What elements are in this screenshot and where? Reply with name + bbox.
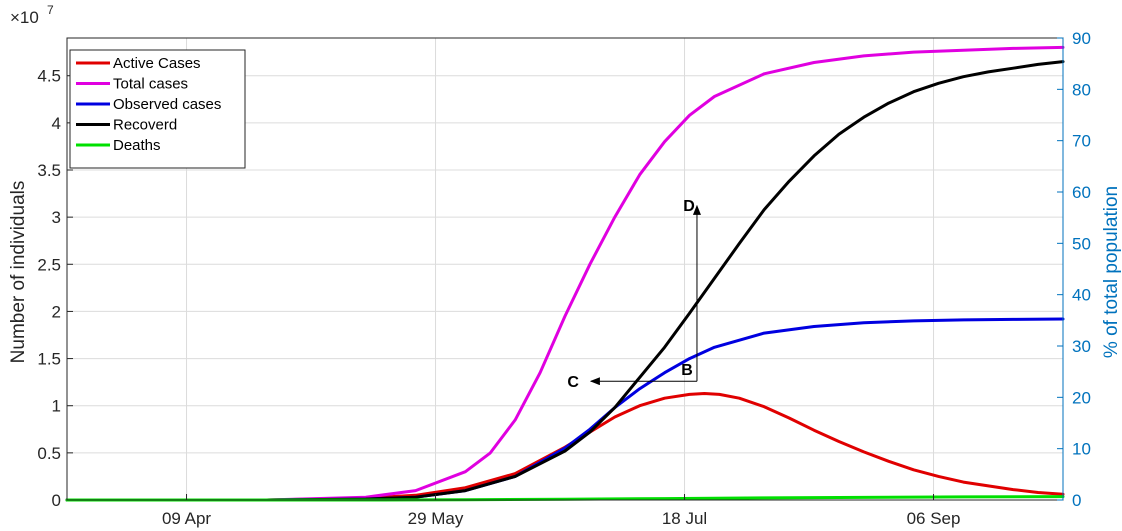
legend-label-deaths: Deaths <box>113 137 161 154</box>
series-line-recoverd <box>65 60 1065 502</box>
annotation-label-c: C <box>567 374 579 391</box>
annotation-layer: B C D <box>567 198 701 391</box>
y-tick-label: 0 <box>52 491 61 510</box>
annotation-label-b: B <box>681 362 693 379</box>
y2-tick-label: 80 <box>1072 80 1091 99</box>
y2-tick-label: 60 <box>1072 183 1091 202</box>
y-tick-label: 2.5 <box>37 255 61 274</box>
y2-tick-label: 10 <box>1072 440 1091 459</box>
y-tick-label: 3.5 <box>37 161 61 180</box>
y-exponent-power: 7 <box>47 3 54 17</box>
legend-label-total-cases: Total cases <box>113 76 188 93</box>
y2-tick-label: 30 <box>1072 337 1091 356</box>
legend-box <box>69 49 246 169</box>
left-y-axis: 0 0.5 1 1.5 2 2.5 3 3.5 4 4.5 <box>37 67 73 510</box>
y2-tick-label: 50 <box>1072 234 1091 253</box>
y-tick-label: 0.5 <box>37 444 61 463</box>
legend: Active Cases Total cases Observed cases Rec… <box>69 49 246 169</box>
right-y-axis: 0 10 20 30 40 50 60 70 80 90 <box>1057 29 1091 510</box>
y-tick-label: 1 <box>52 397 61 416</box>
y2-tick-label: 0 <box>1072 491 1081 510</box>
y2-tick-label: 90 <box>1072 29 1091 48</box>
y2-tick-label: 70 <box>1072 132 1091 151</box>
series-line-total-cases <box>65 45 1065 502</box>
y-tick-label: 2 <box>52 302 61 321</box>
annotation-label-d: D <box>683 198 695 215</box>
series-line-deaths <box>65 495 1065 502</box>
x-axis: 09 Apr 29 May 18 Jul 06 Sep <box>162 494 961 528</box>
x-tick-label: 29 May <box>408 509 464 528</box>
y-tick-label: 4.5 <box>37 67 61 86</box>
series-line-observed-cases <box>65 317 1065 502</box>
legend-label-active-cases: Active Cases <box>113 55 201 72</box>
series-line-active-cases <box>65 392 1065 502</box>
y-tick-label: 3 <box>52 208 61 227</box>
y-tick-label: 4 <box>52 114 61 133</box>
y2-tick-label: 40 <box>1072 286 1091 305</box>
y-tick-label: 1.5 <box>37 350 61 369</box>
legend-items: Active Cases Total cases Observed cases Rec… <box>76 55 221 154</box>
y-axis-label: Number of individuals <box>8 181 29 364</box>
legend-label-observed-cases: Observed cases <box>113 96 221 113</box>
x-tick-label: 06 Sep <box>907 509 961 528</box>
x-tick-label: 18 Jul <box>662 509 707 528</box>
y-exponent-base: ×10 <box>10 8 39 27</box>
x-tick-label: 09 Apr <box>162 509 211 528</box>
y2-axis-label: % of total population <box>1101 186 1122 358</box>
y2-tick-label: 20 <box>1072 388 1091 407</box>
legend-label-recoverd: Recoverd <box>113 117 177 134</box>
